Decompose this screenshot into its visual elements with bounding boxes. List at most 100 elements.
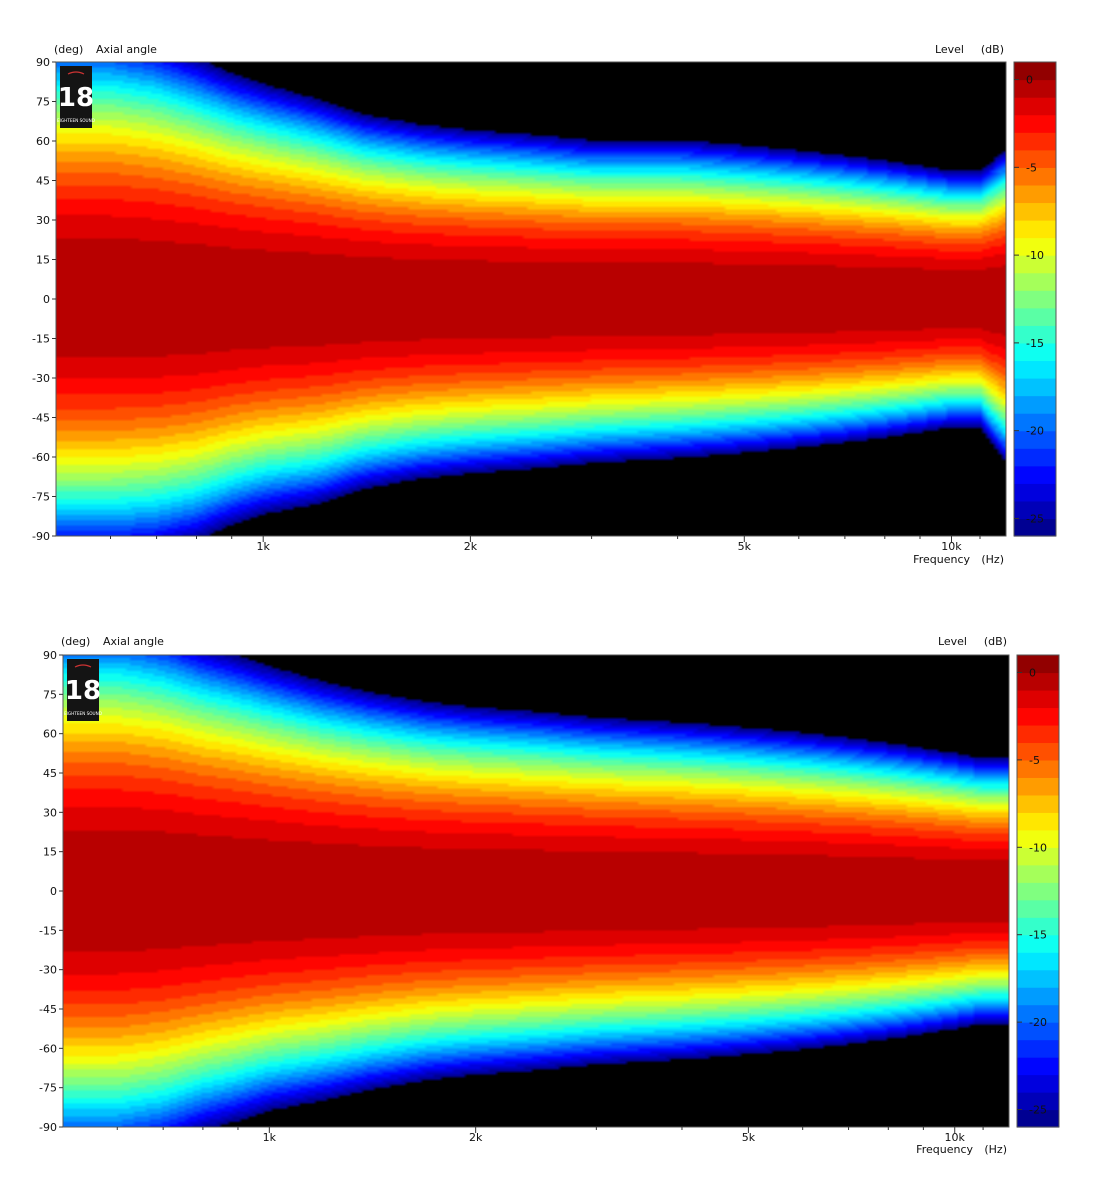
y-tick-label: 90 — [36, 56, 50, 69]
y-tick-label: -90 — [32, 530, 50, 543]
y-tick-label: -60 — [39, 1042, 57, 1055]
x-axis-unit: (Hz) — [981, 553, 1004, 566]
colorbar-tick-label: -20 — [1029, 1016, 1047, 1029]
colorbar-step — [1017, 759, 1059, 778]
brand-logo: 18 EIGHTEEN SOUND — [57, 66, 95, 128]
y-tick-label: 60 — [43, 728, 57, 741]
y-tick-label: -45 — [39, 1003, 57, 1016]
y-tick-label: 15 — [36, 254, 50, 267]
colorbar-step — [1017, 1039, 1059, 1058]
colorbar-step — [1014, 237, 1056, 256]
colorbar-step — [1014, 465, 1056, 484]
colorbar-step — [1017, 777, 1059, 796]
logo-swoosh-icon — [74, 664, 92, 668]
colorbar-step — [1014, 220, 1056, 239]
colorbar-label: Level — [935, 43, 964, 56]
colorbar-step — [1014, 378, 1056, 397]
colorbar-unit: (dB) — [981, 43, 1004, 56]
colorbar-step — [1014, 342, 1056, 362]
colorbar-step — [1017, 707, 1059, 726]
colorbar-step — [1014, 62, 1056, 81]
colorbar-step — [1014, 448, 1056, 467]
colorbar-step — [1014, 290, 1056, 309]
colorbar-step — [1014, 500, 1056, 520]
y-tick-label: 45 — [36, 175, 50, 188]
colorbar-step — [1014, 255, 1056, 274]
y-tick-label: -75 — [39, 1082, 57, 1095]
colorbar-step — [1014, 132, 1056, 151]
logo-wordmark: EIGHTEEN SOUND — [57, 118, 95, 123]
colorbar-tick-label: -15 — [1029, 929, 1047, 942]
colorbar-step — [1014, 360, 1056, 379]
colorbar-step — [1014, 97, 1056, 116]
colorbar-step — [1017, 724, 1059, 744]
x-tick-label: 2k — [469, 1131, 483, 1144]
colorbar-step — [1014, 483, 1056, 502]
colorbar-tick-label: -10 — [1029, 841, 1047, 854]
colorbar-tick-label: -20 — [1026, 425, 1044, 438]
y-tick-label: -90 — [39, 1121, 57, 1134]
colorbar-unit: (dB) — [984, 635, 1007, 648]
x-tick-label: 5k — [742, 1131, 756, 1144]
colorbar-step — [1017, 742, 1059, 761]
colorbar-step — [1017, 1057, 1059, 1076]
x-tick-label: 10k — [945, 1131, 966, 1144]
y-axis-label: Axial angle — [96, 43, 157, 56]
colorbar-tick-label: 0 — [1026, 74, 1033, 87]
colorbar-step — [1014, 395, 1056, 414]
colorbar-step — [1017, 812, 1059, 831]
colorbar-step — [1014, 202, 1056, 221]
logo-swoosh-icon — [67, 71, 85, 75]
brand-logo: 18 EIGHTEEN SOUND — [64, 659, 102, 721]
colorbar-step — [1017, 672, 1059, 691]
colorbar-step — [1017, 899, 1059, 918]
y-tick-label: -30 — [32, 372, 50, 385]
colorbar-tick-label: -25 — [1029, 1104, 1047, 1117]
x-tick-label: 2k — [464, 540, 478, 553]
colorbar-tick-label: -25 — [1026, 512, 1044, 525]
y-tick-label: 75 — [36, 96, 50, 109]
colorbar-step — [1017, 689, 1059, 709]
colorbar-step — [1017, 917, 1059, 936]
colorbar-step — [1014, 413, 1056, 432]
colorbar-step — [1017, 829, 1059, 848]
heatmap-raster — [56, 62, 1006, 536]
y-tick-label: -45 — [32, 412, 50, 425]
colorbar-tick-label: -5 — [1029, 754, 1040, 767]
colorbar-step — [1017, 847, 1059, 866]
colorbar-step — [1017, 655, 1059, 674]
y-axis-unit: (deg) — [61, 635, 90, 648]
colorbar-step — [1017, 934, 1059, 953]
logo-number: 18 — [65, 676, 101, 706]
y-tick-label: 45 — [43, 767, 57, 780]
y-tick-label: 30 — [36, 214, 50, 227]
colorbar-step — [1017, 882, 1059, 901]
y-tick-label: -60 — [32, 451, 50, 464]
colorbar-step — [1014, 430, 1056, 449]
polar-map-chart-bottom: (deg) Axial angle (dB) Level (Hz) Frequency 90… — [39, 635, 1060, 1156]
colorbar-step — [1017, 987, 1059, 1006]
colorbar-step — [1017, 794, 1059, 813]
x-tick-label: 1k — [263, 1131, 277, 1144]
y-tick-label: -15 — [39, 924, 57, 937]
logo-number: 18 — [58, 83, 94, 113]
polar-map-chart-top: (deg) Axial angle (dB) Level (Hz) Frequency 90… — [32, 43, 1057, 566]
colorbar-frame — [1013, 61, 1057, 537]
y-axis-unit: (deg) — [54, 43, 83, 56]
y-tick-label: 60 — [36, 135, 50, 148]
colorbar-step — [1014, 518, 1056, 537]
polar-map-panel-top: (deg) Axial angle (dB) Level (Hz) Frequency 90… — [0, 0, 1111, 592]
x-tick-label: 1k — [257, 540, 271, 553]
colorbar-step — [1017, 969, 1059, 988]
colorbar-step — [1014, 272, 1056, 291]
colorbar-tick-label: -15 — [1026, 337, 1044, 350]
colorbar-tick-label: -5 — [1026, 161, 1037, 174]
logo-box — [67, 659, 99, 721]
colorbar-step — [1014, 325, 1056, 344]
colorbar-step — [1017, 952, 1059, 971]
x-axis-label: Frequency — [916, 1143, 973, 1156]
x-axis-label: Frequency — [913, 553, 970, 566]
x-axis-unit: (Hz) — [984, 1143, 1007, 1156]
y-tick-label: 90 — [43, 649, 57, 662]
y-tick-label: -30 — [39, 964, 57, 977]
